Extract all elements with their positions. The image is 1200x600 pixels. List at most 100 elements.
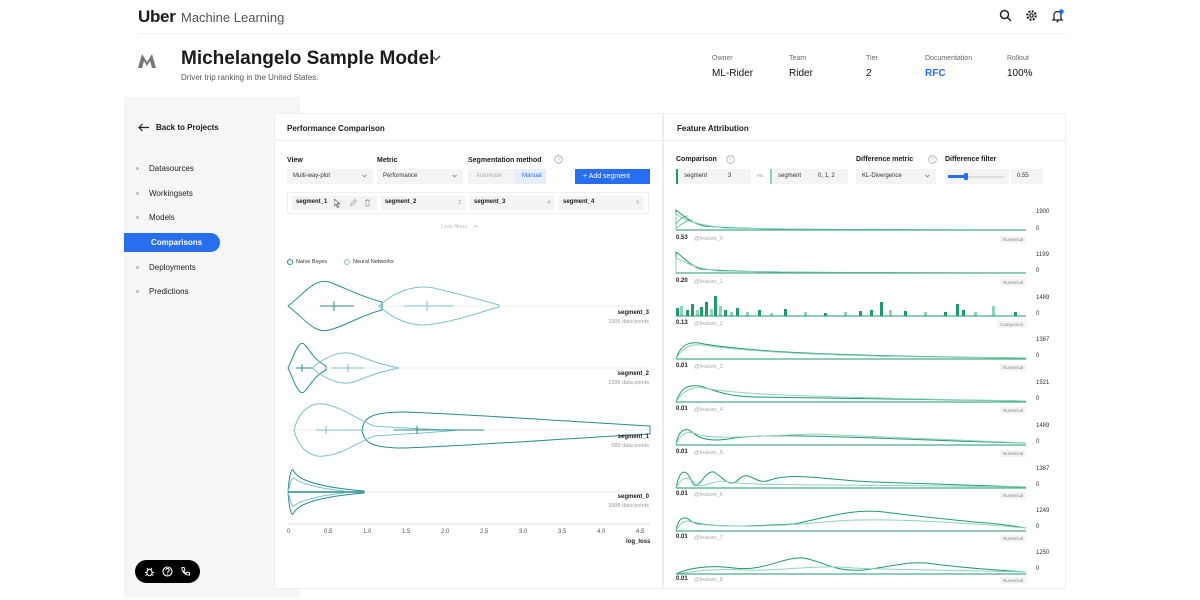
feature-diff-value: 0.53: [676, 235, 688, 241]
violin-neural-networks: [311, 352, 400, 384]
segment-chip[interactable]: segment_4 6: [559, 196, 643, 210]
arrow-left-icon: [138, 123, 149, 132]
sidebar-item-models[interactable]: Models: [136, 213, 175, 222]
x-tick: 1.0: [363, 529, 372, 535]
segment-chip[interactable]: segment_1: [292, 196, 377, 210]
model-subtitle: Driver trip ranking in the United States…: [181, 73, 319, 82]
feature-diff-value: 0.13: [676, 320, 688, 326]
feature-max-value: 1489: [1036, 295, 1050, 301]
x-tick: 4.5: [636, 529, 645, 535]
segment-chip-row: [287, 192, 649, 214]
feature-5-dist-b: [675, 431, 1027, 446]
x-tick: 0: [287, 529, 291, 535]
segmentation-automate-option[interactable]: Automate: [476, 173, 502, 179]
chevron-down-icon[interactable]: [431, 54, 441, 62]
feature-type-badge: Numerical: [1000, 364, 1027, 371]
model-logo-icon: [138, 54, 156, 68]
info-icon[interactable]: ?: [554, 155, 563, 164]
feature-zero-value: 0: [1036, 396, 1040, 402]
info-icon[interactable]: ?: [928, 155, 937, 164]
meta-key: Documentation: [925, 55, 973, 62]
comparison-b-select[interactable]: segment 0, 1, 2: [770, 169, 848, 184]
less-filters-link[interactable]: Less filters: [441, 224, 479, 230]
trash-icon[interactable]: [363, 198, 372, 207]
feature-7-dist-b: [675, 519, 1027, 532]
feature-name: @feature_8: [694, 577, 723, 583]
difference-filter-input[interactable]: 0.55: [1011, 169, 1043, 184]
sidebar-item-datasources[interactable]: Datasources: [136, 164, 194, 173]
metric-select[interactable]: Performance: [377, 169, 463, 184]
legend-naive-bayes[interactable]: Naïve Bayes: [287, 259, 327, 265]
svg-text:?: ?: [557, 158, 560, 164]
feature-0-dist-a: [675, 209, 1027, 231]
cursor-icon: [334, 199, 341, 208]
comparison-label: Comparison: [676, 156, 717, 163]
segment-row-label: segment_1: [617, 434, 649, 440]
sidebar-item-deployments[interactable]: Deployments: [136, 263, 196, 272]
segmentation-manual-option[interactable]: Manual: [514, 169, 546, 184]
segmentation-method-label: Segmentation method: [468, 157, 542, 164]
add-segment-button[interactable]: + Add segment: [575, 169, 650, 184]
segment-row-points: 1006 data points: [608, 319, 649, 325]
meta-owner: Owner ML-Rider: [712, 55, 753, 79]
feature-name: @feature_2: [694, 321, 723, 327]
search-icon[interactable]: [999, 9, 1014, 24]
segmentation-toggle: Automate Manual: [468, 169, 546, 184]
segment-chip-label: segment_3: [474, 199, 506, 205]
comparison-b-label: segment: [778, 173, 802, 179]
chevron-down-icon: [452, 174, 457, 178]
feature-max-value: 1521: [1036, 380, 1050, 386]
x-tick: 2.5: [480, 529, 489, 535]
gear-icon[interactable]: [1025, 9, 1040, 24]
info-icon[interactable]: ?: [726, 155, 735, 164]
x-tick: 2.0: [441, 529, 450, 535]
feature-max-value: 1250: [1036, 550, 1050, 556]
edit-icon[interactable]: [349, 198, 358, 207]
bug-icon[interactable]: [144, 566, 155, 577]
segment-row-points: 3998 data points: [608, 503, 649, 509]
feature-7-dist-a: [675, 510, 1027, 532]
feature-type-badge: Categorical: [997, 321, 1026, 328]
legend-neural-networks[interactable]: Neural Networks: [344, 259, 394, 265]
documentation-link[interactable]: RFC: [925, 68, 946, 79]
bell-icon[interactable]: [1051, 9, 1066, 24]
help-icon[interactable]: [162, 566, 173, 577]
feature-zero-value: 0: [1036, 226, 1040, 232]
difference-metric-select[interactable]: KL-Divergence: [856, 169, 936, 184]
slider-handle[interactable]: [964, 173, 968, 180]
feature-zero-value: 0: [1036, 353, 1040, 359]
sidebar-item-workingsets[interactable]: Workingsets: [136, 189, 193, 198]
violin-neural-networks: [378, 286, 500, 326]
view-label: View: [287, 157, 303, 164]
comparison-a-select[interactable]: segment 3: [676, 169, 751, 184]
difference-filter-slider[interactable]: [945, 169, 1009, 184]
phone-icon[interactable]: [180, 566, 191, 577]
view-select[interactable]: Multi-way-plot: [287, 169, 373, 184]
feature-diff-value: 0.01: [676, 363, 688, 369]
difference-metric-label: Difference metric: [856, 156, 914, 163]
chevron-up-icon: [473, 224, 479, 228]
feature-zero-value: 0: [1036, 482, 1040, 488]
less-filters-label: Less filters: [441, 224, 468, 230]
sidebar-item-predictions[interactable]: Predictions: [136, 287, 189, 296]
segment-chip[interactable]: segment_3 4: [470, 196, 554, 210]
meta-value: Rider: [789, 68, 813, 79]
feature-name: @feature_3: [694, 364, 723, 370]
back-to-projects-link[interactable]: Back to Projects: [138, 123, 219, 132]
feature-type-badge: Numerical: [1000, 535, 1027, 542]
svg-text:?: ?: [729, 158, 732, 164]
feature-name: @feature_6: [694, 492, 723, 498]
segment-chip[interactable]: segment_2 2: [381, 196, 465, 210]
feature-diff-value: 0.20: [676, 278, 688, 284]
feature-attribution-charts: [675, 209, 1027, 575]
x-tick: 4.0: [597, 529, 606, 535]
panel-title: Feature Attribution: [677, 124, 749, 133]
violin-plot: [287, 280, 651, 525]
brand-logo[interactable]: Uber: [138, 7, 176, 26]
chevron-down-icon: [362, 174, 367, 178]
feature-4-dist-b: [675, 387, 1027, 403]
meta-value: ML-Rider: [712, 68, 754, 79]
segment-chip-label: segment_4: [563, 199, 595, 205]
feature-type-badge: Numerical: [1000, 450, 1027, 457]
sidebar-item-comparisons[interactable]: Comparisons: [124, 233, 220, 252]
